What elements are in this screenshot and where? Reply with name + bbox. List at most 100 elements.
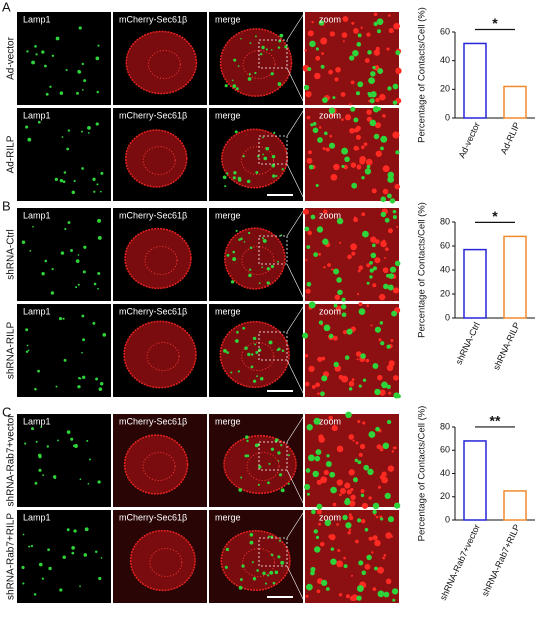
er-tubule xyxy=(355,134,361,140)
y-tick-label: 80 xyxy=(440,216,450,226)
lysosome xyxy=(393,392,400,399)
er-tubule xyxy=(321,52,325,55)
er-tubule xyxy=(375,150,382,157)
lysosome xyxy=(254,443,259,448)
lysosome xyxy=(70,249,74,252)
lysosome xyxy=(313,529,318,534)
er-tubule xyxy=(364,58,370,63)
er-tubule xyxy=(384,257,387,260)
er-tubule xyxy=(336,523,339,526)
er-tubule xyxy=(318,434,324,440)
er-tubule xyxy=(359,158,366,165)
lysosome xyxy=(345,411,352,419)
lysosome xyxy=(256,569,259,572)
lysosome xyxy=(315,47,319,51)
lysosome xyxy=(258,348,262,352)
er-tubule xyxy=(340,92,346,97)
lysosome xyxy=(97,44,100,47)
panel-letter: B xyxy=(2,198,11,213)
image-label: mCherry-Sec61β xyxy=(119,110,187,120)
lysosome xyxy=(314,546,321,553)
lysosome xyxy=(312,127,319,134)
lysosome xyxy=(356,42,362,47)
er-tubule xyxy=(336,445,344,453)
er-tubule xyxy=(384,247,389,251)
er-tubule xyxy=(356,358,359,361)
lysosome xyxy=(237,65,240,67)
lysosome xyxy=(87,482,90,485)
er-tubule xyxy=(378,338,382,342)
lysosome xyxy=(249,540,254,545)
lysosome xyxy=(370,71,376,77)
er-tubule xyxy=(314,72,321,80)
er-tubule xyxy=(318,522,322,526)
lysosome xyxy=(79,478,82,481)
lysosome xyxy=(63,358,67,362)
zoom-guide xyxy=(286,509,306,539)
lysosome xyxy=(41,271,45,276)
image-label: zoom xyxy=(319,306,341,316)
lysosome xyxy=(102,333,107,337)
lysosome xyxy=(58,316,63,321)
lysosome xyxy=(380,135,388,143)
er-tubule xyxy=(308,365,315,372)
er-tubule xyxy=(367,100,371,103)
lysosome xyxy=(386,419,392,425)
lysosome xyxy=(276,348,279,352)
er-tubule xyxy=(339,241,342,244)
lysosome xyxy=(372,509,377,515)
lysosome xyxy=(372,266,377,271)
er-tubule xyxy=(355,441,359,445)
lysosome xyxy=(87,131,90,134)
lysosome xyxy=(271,154,276,159)
er-network xyxy=(123,320,197,389)
er-tubule xyxy=(356,293,360,296)
lysosome xyxy=(230,371,233,374)
lysosome xyxy=(73,179,76,183)
lysosome xyxy=(389,266,397,273)
er-tubule xyxy=(371,188,377,194)
lysosome xyxy=(55,385,58,388)
lysosome xyxy=(239,578,243,581)
er-network xyxy=(124,227,192,290)
image-label: Lamp1 xyxy=(23,416,51,426)
er-tubule xyxy=(382,267,389,274)
lysosome xyxy=(287,482,290,485)
lysosome xyxy=(392,83,399,90)
lysosome xyxy=(341,312,347,318)
lysosome xyxy=(340,304,347,310)
lysosome xyxy=(99,190,102,193)
er-network xyxy=(246,452,280,481)
er-network xyxy=(146,342,180,371)
lysosome xyxy=(45,92,49,96)
er-tubule xyxy=(330,112,335,117)
x-tick-label: Ad-RLIP xyxy=(499,121,522,156)
er-network xyxy=(242,50,276,79)
lysosome xyxy=(22,582,25,585)
lysosome xyxy=(254,343,257,346)
lysosome xyxy=(328,333,334,339)
lysosome xyxy=(44,64,47,68)
lysosome xyxy=(223,348,227,353)
lysosome xyxy=(250,365,254,369)
er-tubule xyxy=(348,469,355,476)
lysosome xyxy=(366,164,371,169)
er-network xyxy=(147,50,181,79)
lysosome xyxy=(64,227,67,231)
lysosome xyxy=(237,178,242,182)
er-tubule xyxy=(323,266,326,269)
er-tubule xyxy=(382,188,389,195)
er-tubule xyxy=(348,513,352,517)
lysosome xyxy=(353,117,359,123)
lysosome xyxy=(388,273,395,279)
lysosome xyxy=(373,21,378,27)
lysosome xyxy=(314,455,321,462)
image-label: zoom xyxy=(319,416,341,426)
row-label: shRNA-Rab7+vector xyxy=(6,414,17,507)
lysosome xyxy=(49,85,52,88)
lysosome xyxy=(307,67,312,71)
lysosome xyxy=(341,164,345,169)
lysosome xyxy=(332,96,336,100)
er-network xyxy=(125,30,198,95)
lysosome xyxy=(235,339,239,343)
